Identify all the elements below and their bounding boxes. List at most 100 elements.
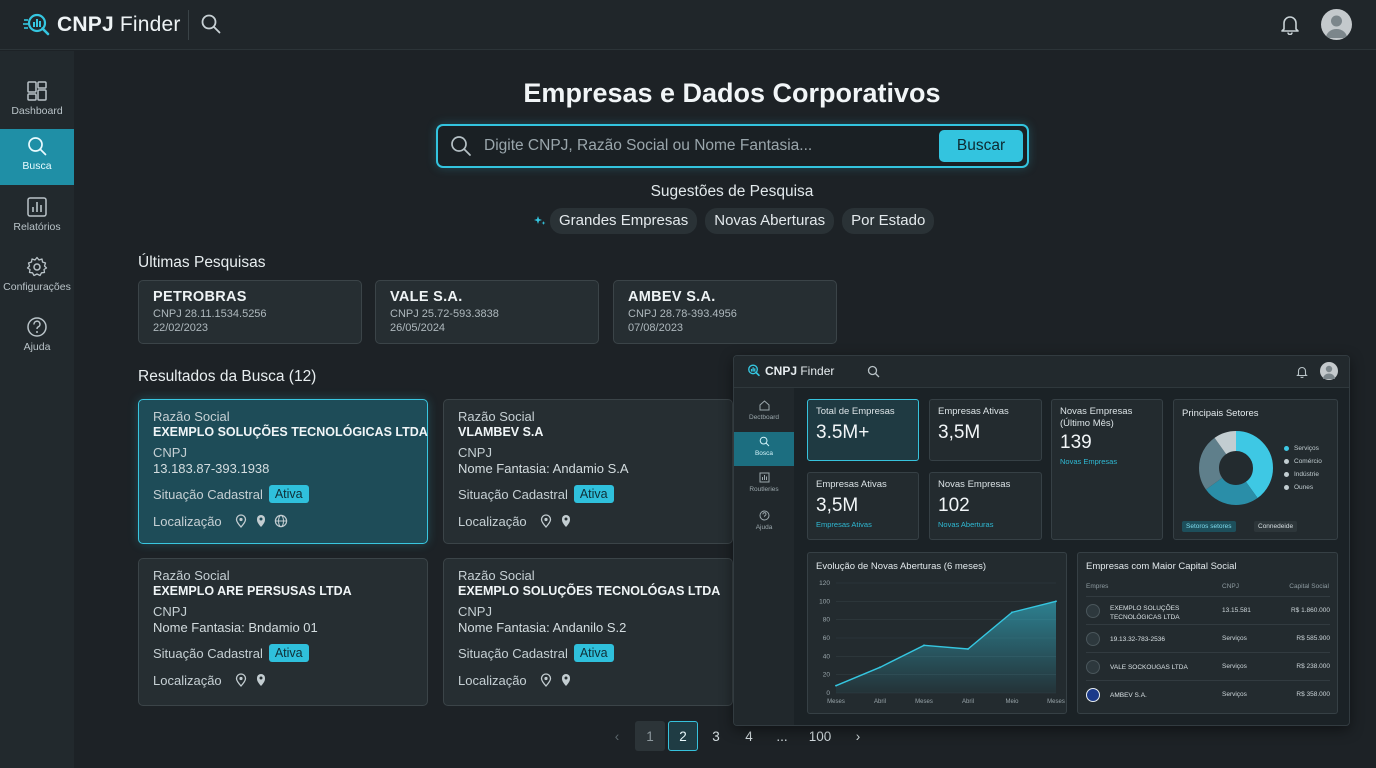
search-bar: Buscar (436, 124, 1029, 168)
sectors-donut-chart[interactable] (1198, 430, 1274, 506)
search-icon[interactable] (200, 13, 222, 35)
page-button[interactable]: 1 (635, 721, 665, 751)
preview-sidebar-item-busca[interactable]: Bosca (734, 432, 794, 466)
chart-point[interactable] (1011, 611, 1013, 614)
table-row[interactable]: VALE SOCKOUGAS LTDA Serviços R$ 238.000 (1086, 652, 1330, 680)
search-input[interactable] (484, 132, 924, 160)
cnpj-label: CNPJ (153, 445, 187, 460)
result-card[interactable]: Razão Social VLAMBEV S.A CNPJ Nome Fanta… (443, 399, 733, 544)
reports-icon (759, 472, 769, 483)
sidebar-item-ajuda[interactable]: Ajuda (0, 310, 74, 366)
chart-line (835, 600, 1057, 687)
app-title: CNPJ Finder (57, 13, 181, 36)
table-header: CNPJ (1222, 583, 1239, 590)
sidebar-item-busca[interactable]: Busca (0, 129, 74, 185)
logo-icon (23, 13, 50, 36)
map-marker-icon[interactable] (254, 514, 268, 528)
sidebar-item-dashboard[interactable]: Dashboard (0, 74, 74, 130)
user-avatar[interactable] (1320, 362, 1338, 380)
company-logo-icon (1086, 632, 1100, 646)
map-marker-icon[interactable] (254, 673, 268, 687)
preview-sidebar: Dectboard Bosca Routleries Ajuda (734, 388, 794, 725)
sidebar-item-configuracoes[interactable]: Configurações (0, 250, 74, 306)
next-page-button[interactable]: › (855, 728, 861, 744)
notification-bell-icon[interactable] (1296, 365, 1308, 378)
stat-value: 3,5M (938, 422, 981, 443)
preview-sidebar-label: Bosca (754, 450, 774, 457)
chart-point[interactable] (967, 648, 969, 650)
razao-social-label: Razão Social (458, 409, 535, 424)
brand[interactable]: CNPJ Finder (22, 10, 181, 40)
map-marker-icon[interactable] (559, 673, 573, 687)
chart-point[interactable] (835, 684, 837, 687)
page-button[interactable]: 4 (745, 728, 753, 744)
stat-card-empresas-ativas[interactable]: Empresas Ativas 3,5M (929, 399, 1042, 461)
globe-icon[interactable] (274, 514, 288, 528)
sectors-title: Principais Setores (1182, 408, 1259, 419)
sidebar-label: Dashboard (11, 105, 63, 117)
result-card[interactable]: Razão Social EXEMPLO SOLUÇÕES TECNOLÓGAS… (443, 558, 733, 706)
preview-sidebar-item-ajuda[interactable]: Ajuda (734, 506, 794, 540)
table-row[interactable]: AMBEV S.A. Serviços R$ 358.000 (1086, 680, 1330, 708)
new-openings-area-chart[interactable]: 0 20 40 60 80 100 120 Meses Abril Meses Abril Meio M… (808, 553, 1068, 715)
company-value: Nome Fantasia: Andamio S.A (458, 461, 629, 476)
y-tick-label: 120 (819, 580, 830, 587)
y-tick-label: 80 (823, 617, 831, 624)
sidebar-item-relatorios[interactable]: Relatórios (0, 190, 74, 246)
page-button-current[interactable]: 2 (668, 721, 698, 751)
divider (188, 10, 189, 40)
location-pin-icon[interactable] (234, 673, 248, 687)
chart-point[interactable] (923, 644, 925, 647)
stat-card-empresas-ativas[interactable]: Empresas Ativas 3,5M Empresas Ativas (807, 472, 919, 540)
result-card[interactable]: Razão Social EXEMPLO SOLUÇÕES TECNOLÓGIC… (138, 399, 428, 544)
chip-grandes-empresas[interactable]: Grandes Empresas (550, 208, 698, 234)
chip-por-estado[interactable]: Por Estado (842, 208, 935, 234)
dashboard-preview[interactable]: CNPJ Finder Dectboard Bosca Routleries (733, 355, 1350, 726)
company-cnpj: CNPJ 25.72-593.3838 (390, 308, 499, 320)
company-capital: R$ 585.900 (1296, 635, 1330, 642)
cnpj-label: CNPJ (458, 445, 492, 460)
prev-page-button[interactable]: ‹ (614, 728, 620, 744)
table-row[interactable]: 19.13.32-783-2536 Serviços R$ 585.900 (1086, 624, 1330, 652)
results-title: Resultados da Busca (12) (138, 368, 317, 385)
help-icon (27, 317, 47, 337)
sectors-tab[interactable]: Setoros setores (1182, 521, 1236, 532)
help-icon (759, 510, 769, 521)
location-pin-icon[interactable] (539, 673, 553, 687)
page-button[interactable]: 3 (712, 728, 720, 744)
company-name: PETROBRAS (153, 289, 247, 305)
stat-value: 102 (938, 495, 970, 516)
search-icon[interactable] (867, 365, 880, 378)
settings-icon (26, 256, 48, 277)
stat-card-novas-empresas-mes[interactable]: Novas Empresas (Último Mês) 139 Novas Em… (1051, 399, 1163, 540)
top-bar: CNPJ Finder (0, 0, 1376, 50)
stat-card-total-empresas[interactable]: Total de Empresas 3.5M+ (807, 399, 919, 461)
table-title: Empresas com Maior Capital Social (1086, 561, 1237, 572)
table-header: Empres (1086, 583, 1109, 590)
preview-sidebar-item-relatorios[interactable]: Routleries (734, 468, 794, 502)
y-tick-label: 20 (823, 672, 831, 679)
recent-search-card[interactable]: PETROBRAS CNPJ 28.11.1534.5256 22/02/202… (138, 280, 362, 344)
recent-search-card[interactable]: AMBEV S.A. CNPJ 28.78-393.4956 07/08/202… (613, 280, 837, 344)
location-pin-icon[interactable] (539, 514, 553, 528)
location-pin-icon[interactable] (234, 514, 248, 528)
status-badge: Ativa (268, 644, 309, 662)
page-button[interactable]: 100 (808, 728, 832, 744)
y-tick-label: 100 (819, 598, 830, 605)
result-card[interactable]: Razão Social EXEMPLO ARE PERSUSAS LTDA C… (138, 558, 428, 706)
sectors-tab[interactable]: Connedeide (1254, 521, 1298, 532)
stat-card-novas-empresas[interactable]: Novas Empresas 102 Novas Aberturas (929, 472, 1042, 540)
company-name: EXEMPLO SOLUÇÕES TECNOLÓGICAS LTDA (1110, 605, 1180, 621)
preview-sidebar-item-dashboard[interactable]: Dectboard (734, 396, 794, 430)
preview-sidebar-label: Routleries (749, 486, 779, 493)
chip-novas-aberturas[interactable]: Novas Aberturas (705, 208, 835, 234)
chart-point[interactable] (1055, 600, 1057, 603)
chart-point[interactable] (879, 666, 881, 669)
user-avatar[interactable] (1321, 9, 1352, 40)
map-marker-icon[interactable] (559, 514, 573, 528)
table-row[interactable]: EXEMPLO SOLUÇÕES TECNOLÓGICAS LTDA 13.15… (1086, 596, 1330, 624)
notification-bell-icon[interactable] (1279, 13, 1301, 35)
search-button[interactable]: Buscar (939, 130, 1023, 162)
company-name: EXEMPLO SOLUÇÕES TECNOLÓGICAS LTDA (153, 425, 428, 439)
recent-search-card[interactable]: VALE S.A. CNPJ 25.72-593.3838 26/05/2024 (375, 280, 599, 344)
